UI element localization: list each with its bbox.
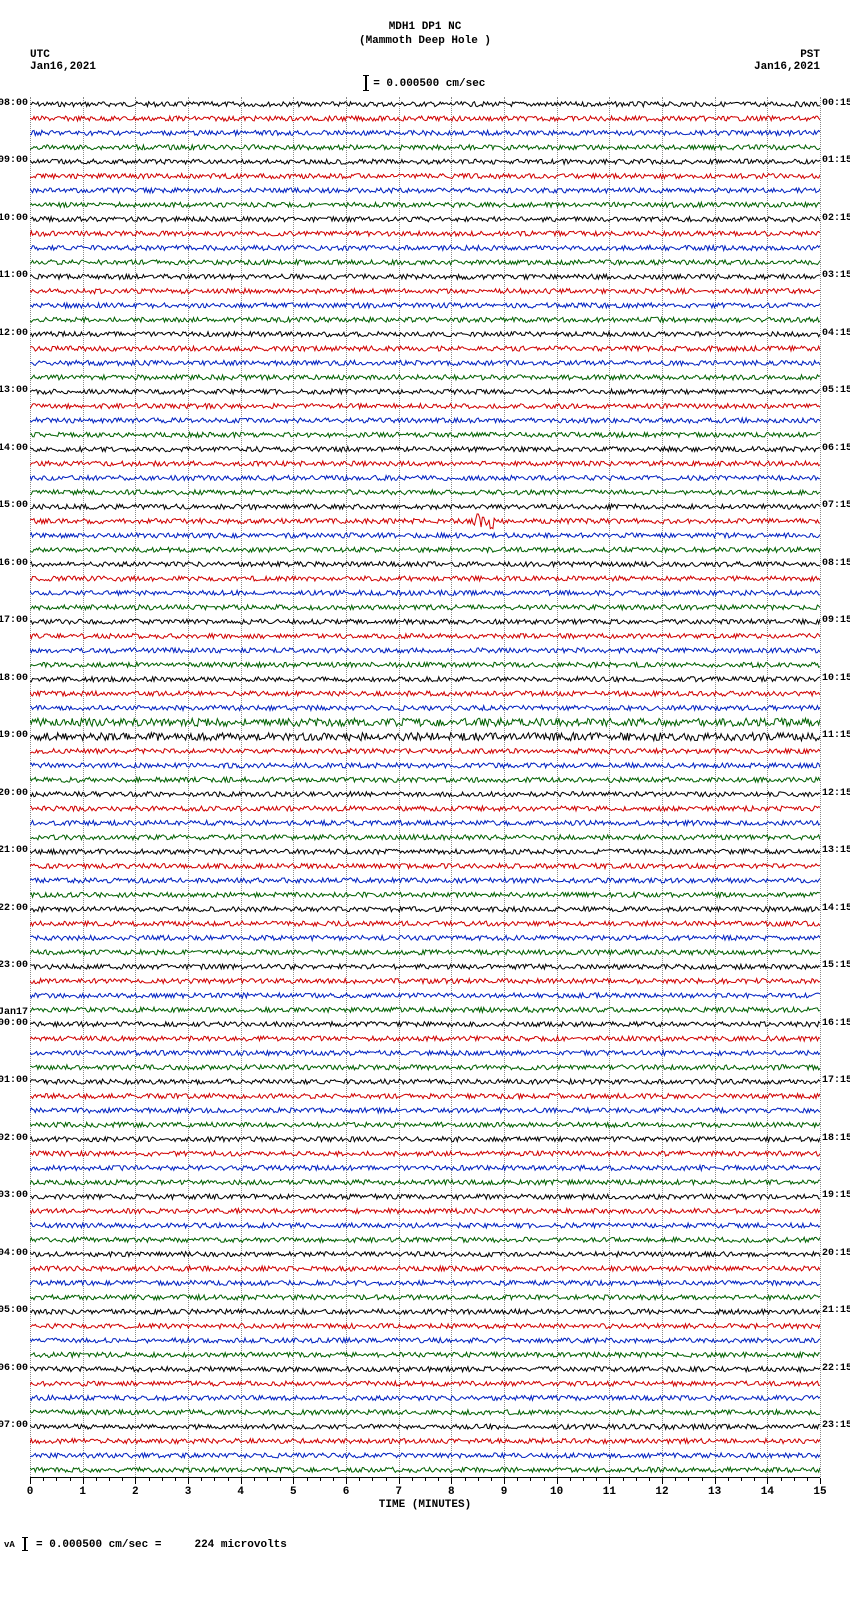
utc-label: 05:00 <box>0 1305 28 1316</box>
right-date: Jan16,2021 <box>754 61 820 73</box>
pst-label: 17:15 <box>822 1075 850 1086</box>
pst-label: 04:15 <box>822 328 850 339</box>
title-line-1: MDH1 DP1 NC <box>0 20 850 34</box>
x-tick-label: 12 <box>655 1486 668 1498</box>
pst-label: 00:15 <box>822 98 850 109</box>
left-tz: UTC <box>30 49 96 61</box>
x-axis-label: TIME (MINUTES) <box>379 1499 471 1511</box>
utc-label: 12:00 <box>0 328 28 339</box>
x-tick-label: 3 <box>185 1486 192 1498</box>
pst-label: 20:15 <box>822 1248 850 1259</box>
utc-label: 10:00 <box>0 213 28 224</box>
footer-scale: vA = 0.000500 cm/sec = 224 microvolts <box>0 1517 850 1561</box>
utc-label: 18:00 <box>0 673 28 684</box>
right-tz-block: PST Jan16,2021 <box>754 49 820 73</box>
header-dates: UTC Jan16,2021 PST Jan16,2021 <box>0 49 850 73</box>
pst-label: 05:15 <box>822 385 850 396</box>
pst-label: 23:15 <box>822 1420 850 1431</box>
pst-label: 07:15 <box>822 500 850 511</box>
utc-label: 11:00 <box>0 270 28 281</box>
x-axis: 0123456789101112131415 TIME (MINUTES) <box>30 1477 820 1517</box>
utc-label: 13:00 <box>0 385 28 396</box>
seismic-trace <box>30 97 820 1477</box>
utc-label: 08:00 <box>0 98 28 109</box>
utc-label: 02:00 <box>0 1133 28 1144</box>
x-tick-label: 9 <box>501 1486 508 1498</box>
pst-label: 10:15 <box>822 673 850 684</box>
x-tick-label: 15 <box>813 1486 826 1498</box>
pst-label: 02:15 <box>822 213 850 224</box>
utc-label: 03:00 <box>0 1190 28 1201</box>
footer-text-1: = 0.000500 cm/sec = <box>36 1539 161 1551</box>
pst-label: 14:15 <box>822 903 850 914</box>
helicorder-chart: 08:0009:0010:0011:0012:0013:0014:0015:00… <box>30 97 820 1477</box>
x-tick-label: 14 <box>761 1486 774 1498</box>
pst-label: 22:15 <box>822 1363 850 1374</box>
x-tick-label: 10 <box>550 1486 563 1498</box>
plot-area <box>30 97 820 1477</box>
right-tz: PST <box>754 49 820 61</box>
pst-label: 19:15 <box>822 1190 850 1201</box>
pst-label: 11:15 <box>822 730 850 741</box>
utc-label: 06:00 <box>0 1363 28 1374</box>
utc-label: 20:00 <box>0 788 28 799</box>
scale-text: = 0.000500 cm/sec <box>373 78 485 90</box>
x-ticks: 0123456789101112131415 <box>30 1477 820 1488</box>
pst-label: 16:15 <box>822 1018 850 1029</box>
x-tick-label: 6 <box>343 1486 350 1498</box>
utc-label: 00:00 <box>0 1018 28 1029</box>
utc-label: 16:00 <box>0 558 28 569</box>
pst-axis-labels: 00:15 01:15 02:15 03:15 04:15 05:15 06:15 07:15… <box>820 97 850 1477</box>
pst-label: 03:15 <box>822 270 850 281</box>
date-break-label: Jan17 <box>0 1007 28 1018</box>
chart-title: MDH1 DP1 NC (Mammoth Deep Hole ) <box>0 0 850 49</box>
utc-label: 15:00 <box>0 500 28 511</box>
pst-label: 06:15 <box>822 443 850 454</box>
pst-label: 13:15 <box>822 845 850 856</box>
utc-label: 07:00 <box>0 1420 28 1431</box>
x-tick-label: 7 <box>395 1486 402 1498</box>
x-tick-label: 8 <box>448 1486 455 1498</box>
scale-legend: = 0.000500 cm/sec <box>0 75 850 91</box>
utc-label: 14:00 <box>0 443 28 454</box>
pst-label: 21:15 <box>822 1305 850 1316</box>
pst-label: 01:15 <box>822 155 850 166</box>
utc-axis-labels: 08:00 09:00 10:00 11:00 12:00 13:00 14:00 15:00… <box>0 97 30 1477</box>
x-tick-label: 4 <box>237 1486 244 1498</box>
pst-label: 15:15 <box>822 960 850 971</box>
x-tick-label: 2 <box>132 1486 139 1498</box>
pst-label: 18:15 <box>822 1133 850 1144</box>
x-tick-label: 11 <box>603 1486 616 1498</box>
x-tick-label: 5 <box>290 1486 297 1498</box>
utc-label: 23:00 <box>0 960 28 971</box>
utc-label: 17:00 <box>0 615 28 626</box>
utc-label: 22:00 <box>0 903 28 914</box>
left-tz-block: UTC Jan16,2021 <box>30 49 96 73</box>
left-date: Jan16,2021 <box>30 61 96 73</box>
utc-label: 09:00 <box>0 155 28 166</box>
title-line-2: (Mammoth Deep Hole ) <box>0 34 850 48</box>
utc-label: 19:00 <box>0 730 28 741</box>
pst-label: 08:15 <box>822 558 850 569</box>
x-tick-label: 13 <box>708 1486 721 1498</box>
utc-label: 01:00 <box>0 1075 28 1086</box>
footer-text-2: 224 microvolts <box>194 1539 286 1551</box>
pst-label: 09:15 <box>822 615 850 626</box>
x-tick-label: 0 <box>27 1486 34 1498</box>
utc-label: 21:00 <box>0 845 28 856</box>
utc-label: 04:00 <box>0 1248 28 1259</box>
x-tick-label: 1 <box>79 1486 86 1498</box>
pst-label: 12:15 <box>822 788 850 799</box>
